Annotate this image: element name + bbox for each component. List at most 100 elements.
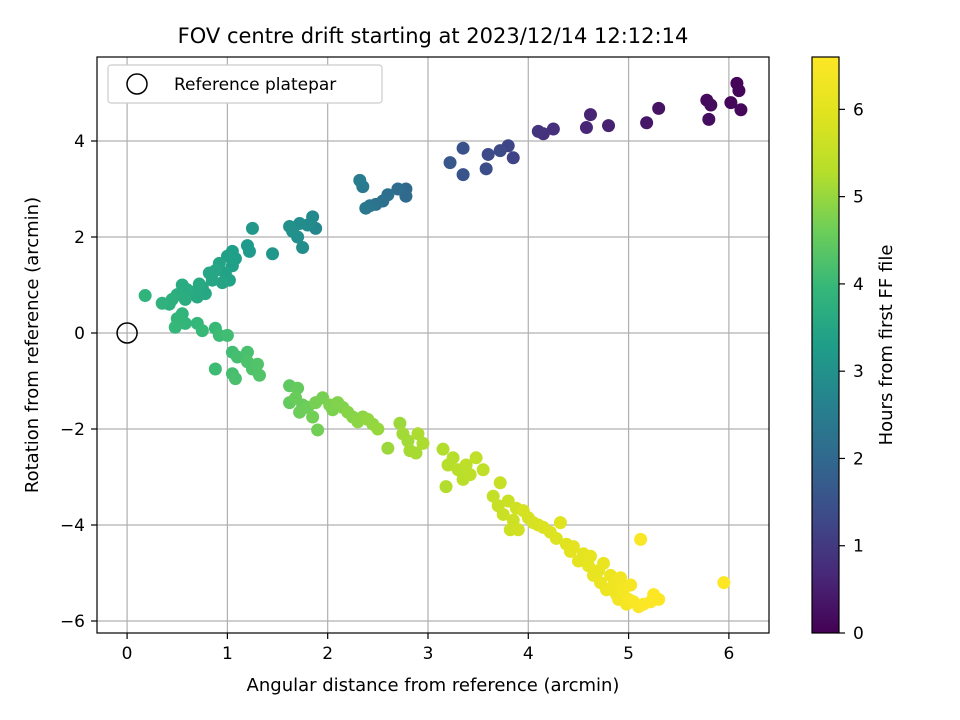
data-point bbox=[250, 357, 264, 371]
legend: Reference platepar bbox=[107, 64, 383, 104]
data-point bbox=[178, 316, 192, 330]
data-point bbox=[138, 289, 152, 303]
data-point bbox=[230, 350, 244, 364]
data-point bbox=[493, 476, 507, 490]
colorbar-tick-label: 2 bbox=[853, 449, 864, 469]
data-point bbox=[734, 103, 748, 117]
data-point bbox=[168, 320, 182, 334]
colorbar-tick-label: 0 bbox=[853, 624, 864, 644]
data-point bbox=[583, 108, 597, 122]
data-point bbox=[371, 422, 385, 436]
colorbar-label: Hours from first FF file bbox=[876, 245, 897, 446]
data-point bbox=[476, 463, 490, 477]
x-axis-ticks: 0 1 2 3 4 5 6 bbox=[122, 633, 734, 664]
data-point bbox=[411, 427, 425, 441]
plot-frame bbox=[96, 56, 770, 634]
legend-box bbox=[107, 64, 383, 104]
data-point bbox=[266, 247, 280, 261]
data-point bbox=[486, 489, 500, 503]
data-point bbox=[155, 296, 169, 310]
data-point bbox=[506, 151, 520, 165]
data-point bbox=[549, 531, 563, 545]
data-point bbox=[220, 328, 234, 342]
x-tick-label: 5 bbox=[623, 644, 634, 664]
data-point bbox=[702, 112, 716, 126]
data-point bbox=[652, 101, 666, 115]
data-point bbox=[602, 119, 616, 133]
data-point bbox=[704, 98, 718, 112]
data-points bbox=[138, 76, 748, 614]
data-point bbox=[436, 442, 450, 456]
colorbar-ticks: 0 1 2 3 4 5 6 bbox=[839, 100, 864, 644]
data-point bbox=[511, 523, 525, 537]
data-point bbox=[381, 441, 395, 455]
colorbar bbox=[811, 56, 840, 634]
data-point bbox=[614, 571, 628, 585]
x-tick-label: 4 bbox=[523, 644, 534, 664]
legend-entry-reference-platepar: Reference platepar bbox=[174, 75, 336, 95]
y-tick-label: 0 bbox=[74, 324, 85, 344]
data-point bbox=[456, 141, 470, 155]
colorbar-tick-label: 3 bbox=[853, 362, 864, 382]
legend-marker-reference-icon bbox=[126, 73, 148, 95]
data-point bbox=[456, 168, 470, 182]
data-point bbox=[546, 122, 560, 136]
x-tick-label: 1 bbox=[222, 644, 233, 664]
data-point bbox=[311, 423, 325, 437]
data-point bbox=[446, 451, 460, 465]
data-point bbox=[597, 556, 611, 570]
data-point bbox=[652, 592, 666, 606]
data-point bbox=[416, 436, 430, 450]
data-point bbox=[583, 549, 597, 563]
data-point bbox=[481, 147, 495, 161]
reference-platepar-marker bbox=[116, 322, 138, 344]
data-point bbox=[296, 241, 310, 255]
data-point bbox=[506, 513, 520, 527]
data-point bbox=[724, 96, 738, 110]
data-point bbox=[175, 278, 189, 292]
x-tick-label: 3 bbox=[423, 644, 434, 664]
data-point bbox=[717, 576, 731, 590]
y-tick-label: −6 bbox=[60, 612, 85, 632]
data-point bbox=[208, 362, 222, 376]
data-point bbox=[496, 507, 510, 521]
data-point bbox=[579, 121, 593, 135]
data-point bbox=[531, 124, 545, 138]
data-point bbox=[553, 516, 567, 530]
data-point bbox=[228, 372, 242, 386]
x-tick-label: 2 bbox=[322, 644, 333, 664]
colorbar-tick-label: 5 bbox=[853, 188, 864, 208]
data-point bbox=[215, 276, 229, 290]
data-point bbox=[439, 480, 453, 494]
data-point bbox=[640, 116, 654, 130]
y-axis-ticks: −6 −4 −2 0 2 4 bbox=[60, 132, 97, 632]
data-point bbox=[479, 162, 493, 176]
data-point bbox=[245, 221, 259, 235]
colorbar-tick-label: 6 bbox=[853, 100, 864, 120]
data-point bbox=[463, 468, 477, 482]
data-point bbox=[732, 84, 746, 98]
data-point bbox=[409, 446, 423, 460]
grid-lines bbox=[97, 57, 769, 633]
data-point bbox=[493, 144, 507, 158]
colorbar-tick-label: 1 bbox=[853, 537, 864, 557]
data-point bbox=[443, 156, 457, 170]
data-point bbox=[393, 416, 407, 430]
y-tick-label: −4 bbox=[60, 516, 85, 536]
data-point bbox=[240, 345, 254, 359]
y-tick-label: −2 bbox=[60, 420, 85, 440]
x-axis-label: Angular distance from reference (arcmin) bbox=[247, 675, 620, 696]
data-point bbox=[391, 182, 405, 196]
data-point bbox=[634, 532, 648, 546]
data-point bbox=[283, 219, 297, 233]
y-tick-label: 4 bbox=[74, 132, 85, 152]
y-axis-label: Rotation from reference (arcmin) bbox=[22, 197, 43, 493]
data-point bbox=[359, 201, 373, 215]
data-point bbox=[306, 410, 320, 424]
data-point bbox=[566, 540, 580, 554]
data-point bbox=[242, 244, 256, 258]
chart-title: FOV centre drift starting at 2023/12/14 … bbox=[178, 24, 689, 48]
colorbar-tick-label: 4 bbox=[853, 275, 864, 295]
data-point bbox=[202, 266, 216, 280]
